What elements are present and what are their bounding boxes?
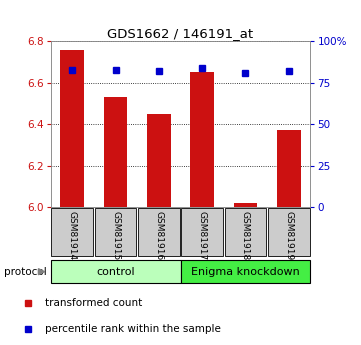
Text: GSM81917: GSM81917	[198, 211, 206, 260]
Bar	[51, 260, 180, 283]
Bar	[225, 208, 266, 256]
Bar	[104, 97, 127, 207]
Text: GSM81919: GSM81919	[284, 211, 293, 260]
Text: control: control	[96, 267, 135, 277]
Bar	[268, 208, 310, 256]
Text: protocol: protocol	[4, 267, 46, 277]
Bar	[147, 114, 171, 207]
Text: GSM81916: GSM81916	[155, 211, 163, 260]
Text: GSM81918: GSM81918	[241, 211, 250, 260]
Bar	[138, 208, 180, 256]
Title: GDS1662 / 146191_at: GDS1662 / 146191_at	[108, 27, 253, 40]
Text: transformed count: transformed count	[45, 298, 143, 308]
Text: percentile rank within the sample: percentile rank within the sample	[45, 324, 221, 334]
Bar	[277, 130, 301, 207]
Bar	[190, 72, 214, 207]
Bar	[60, 50, 84, 207]
Text: GSM81915: GSM81915	[111, 211, 120, 260]
Text: GSM81914: GSM81914	[68, 211, 77, 260]
Bar	[95, 208, 136, 256]
Text: Enigma knockdown: Enigma knockdown	[191, 267, 300, 277]
Bar	[181, 208, 223, 256]
Bar	[51, 208, 93, 256]
Bar	[234, 203, 257, 207]
Bar	[180, 260, 310, 283]
